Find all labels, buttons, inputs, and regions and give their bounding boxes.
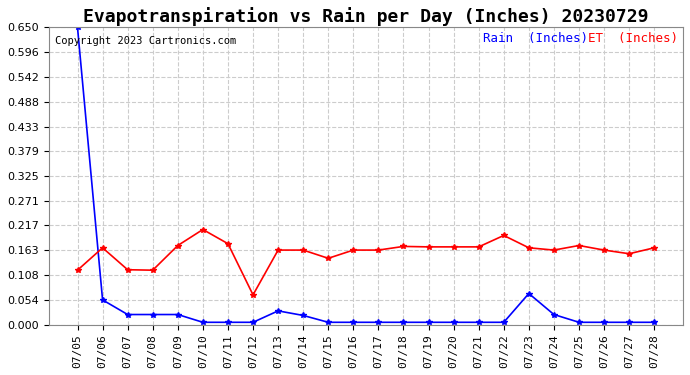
Rain  (Inches) (550, 312, 558, 317)
Text: Copyright 2023 Cartronics.com: Copyright 2023 Cartronics.com (55, 36, 236, 46)
ET  (Inches) (475, 244, 483, 249)
ET  (Inches) (625, 252, 633, 256)
ET  (Inches) (249, 292, 257, 297)
ET  (Inches) (524, 246, 533, 250)
Rain  (Inches) (299, 313, 307, 318)
Rain  (Inches) (99, 298, 107, 302)
ET  (Inches) (400, 244, 408, 249)
Rain  (Inches) (174, 312, 182, 317)
ET  (Inches) (500, 233, 508, 238)
ET  (Inches) (374, 248, 382, 252)
Rain  (Inches) (575, 320, 583, 324)
Legend: Rain  (Inches), ET  (Inches): Rain (Inches), ET (Inches) (478, 27, 683, 51)
Rain  (Inches) (650, 320, 658, 324)
ET  (Inches) (324, 256, 333, 261)
Rain  (Inches) (124, 312, 132, 317)
ET  (Inches) (575, 243, 583, 248)
Rain  (Inches) (224, 320, 232, 324)
Title: Evapotranspiration vs Rain per Day (Inches) 20230729: Evapotranspiration vs Rain per Day (Inch… (83, 7, 649, 26)
Rain  (Inches) (249, 320, 257, 324)
ET  (Inches) (174, 243, 182, 248)
Rain  (Inches) (449, 320, 457, 324)
ET  (Inches) (124, 267, 132, 272)
Line: ET  (Inches): ET (Inches) (75, 227, 657, 298)
Rain  (Inches) (374, 320, 382, 324)
ET  (Inches) (199, 227, 207, 232)
Rain  (Inches) (73, 25, 81, 30)
Rain  (Inches) (324, 320, 333, 324)
Rain  (Inches) (199, 320, 207, 324)
ET  (Inches) (650, 246, 658, 250)
Rain  (Inches) (600, 320, 608, 324)
Line: Rain  (Inches): Rain (Inches) (75, 25, 657, 325)
ET  (Inches) (99, 246, 107, 250)
Rain  (Inches) (274, 309, 282, 313)
Rain  (Inches) (524, 291, 533, 296)
Rain  (Inches) (148, 312, 157, 317)
ET  (Inches) (600, 248, 608, 252)
ET  (Inches) (299, 248, 307, 252)
Rain  (Inches) (625, 320, 633, 324)
ET  (Inches) (349, 248, 357, 252)
Rain  (Inches) (424, 320, 433, 324)
Rain  (Inches) (400, 320, 408, 324)
Rain  (Inches) (500, 320, 508, 324)
ET  (Inches) (224, 242, 232, 246)
ET  (Inches) (550, 248, 558, 252)
ET  (Inches) (148, 268, 157, 273)
ET  (Inches) (274, 248, 282, 252)
ET  (Inches) (449, 244, 457, 249)
ET  (Inches) (73, 268, 81, 273)
ET  (Inches) (424, 244, 433, 249)
Rain  (Inches) (475, 320, 483, 324)
Rain  (Inches) (349, 320, 357, 324)
